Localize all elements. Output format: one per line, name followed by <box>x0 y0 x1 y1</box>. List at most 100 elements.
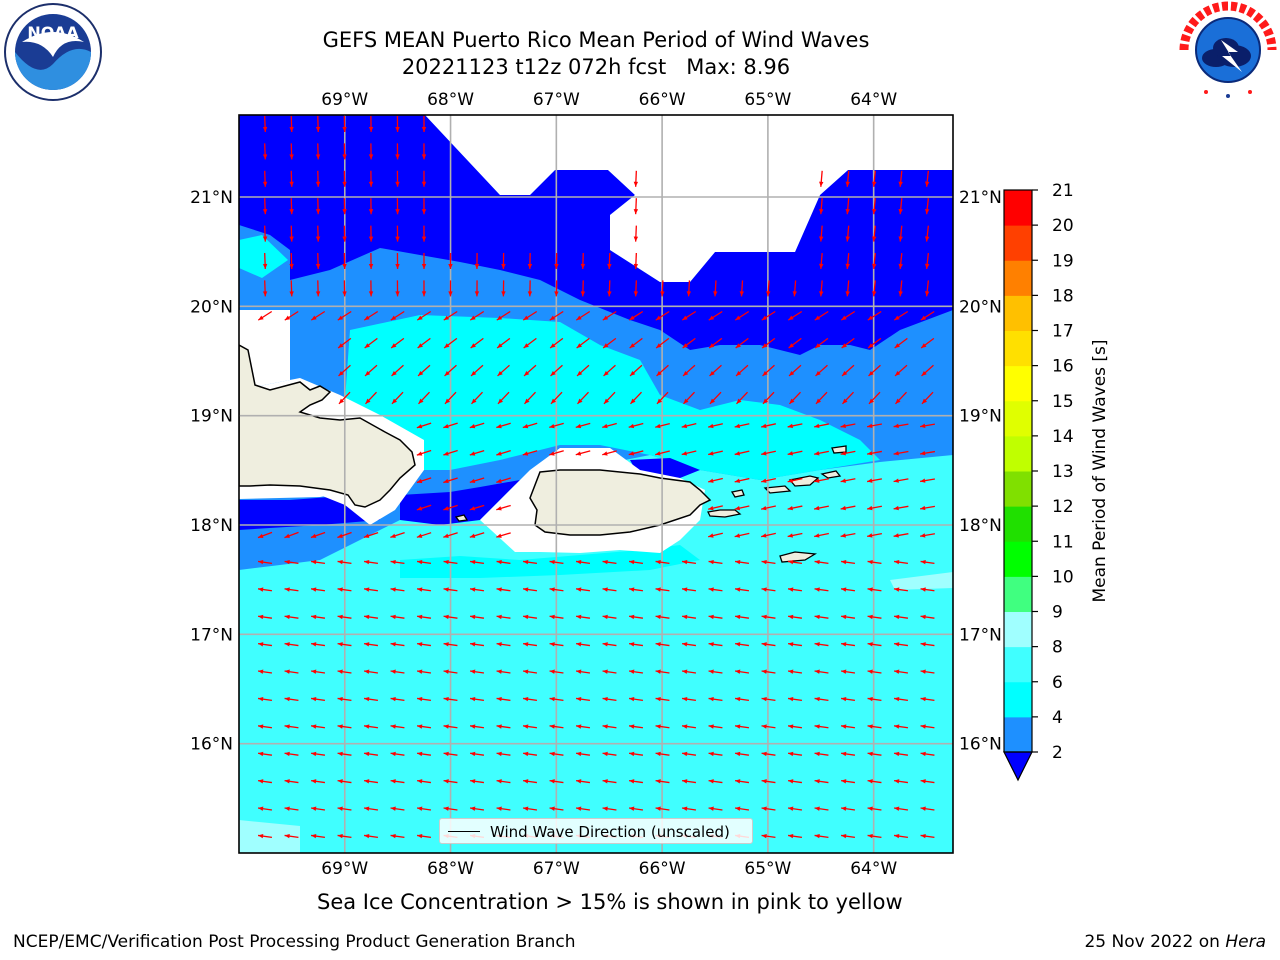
wind-wave-arrow <box>814 478 829 483</box>
wind-wave-arrow <box>416 449 432 456</box>
wind-wave-arrow <box>469 559 485 565</box>
wind-wave-arrow <box>894 337 908 349</box>
wind-wave-arrow <box>262 170 268 187</box>
colorbar-segment <box>1004 190 1032 226</box>
wind-wave-arrow <box>310 724 326 729</box>
wind-wave-arrow <box>469 724 485 729</box>
lat-label-right: 17°N <box>959 625 1002 645</box>
wind-wave-arrow <box>262 143 268 160</box>
wind-wave-arrow <box>814 505 829 511</box>
wind-wave-arrow <box>522 642 538 647</box>
wind-wave-arrow <box>257 806 273 811</box>
nws-logo-icon <box>1179 1 1277 98</box>
wind-wave-arrow <box>337 751 352 757</box>
lon-label-bottom: 66°W <box>639 859 686 879</box>
wind-wave-arrow <box>257 531 273 539</box>
wind-wave-arrow <box>893 450 909 456</box>
wind-wave-arrow <box>469 696 485 702</box>
wind-wave-arrow <box>840 587 856 592</box>
wind-wave-arrow <box>549 779 564 784</box>
wind-wave-arrow <box>655 614 670 620</box>
wind-wave-arrow <box>363 751 379 757</box>
colorbar-segment <box>1004 295 1032 331</box>
wind-wave-arrow <box>575 587 591 592</box>
wind-wave-arrow <box>575 806 591 811</box>
legend-line-swatch <box>448 831 480 832</box>
wind-wave-arrow <box>337 833 352 839</box>
wind-wave-arrow <box>443 751 458 757</box>
wind-wave-arrow <box>815 391 828 405</box>
wind-wave-arrow <box>761 450 776 456</box>
wind-wave-arrow <box>814 779 829 784</box>
map-area <box>239 115 953 853</box>
wind-wave-arrow <box>443 532 458 538</box>
wind-wave-arrow <box>310 806 326 811</box>
wind-wave-arrow <box>787 751 803 757</box>
wind-wave-arrow <box>709 364 722 377</box>
colorbar-tick-label: 13 <box>1052 462 1074 482</box>
wind-wave-arrow <box>761 532 776 538</box>
wind-wave-arrow <box>920 614 935 620</box>
colorbar-tick-label: 2 <box>1052 743 1063 763</box>
wind-wave-arrow <box>814 724 829 729</box>
colorbar-tick-label: 16 <box>1052 357 1074 377</box>
wind-wave-arrow <box>840 614 856 620</box>
wind-wave-arrow <box>761 696 776 702</box>
wind-wave-arrow <box>474 280 480 297</box>
wind-wave-arrow <box>576 337 590 349</box>
colorbar-segment <box>1004 260 1032 296</box>
colorbar-segment <box>1004 365 1032 402</box>
wind-wave-arrow <box>919 423 936 428</box>
wind-wave-arrow <box>391 391 404 405</box>
wind-wave-arrow <box>496 751 511 757</box>
wind-wave-arrow <box>761 477 776 483</box>
land-mona <box>454 514 469 522</box>
wind-wave-arrow <box>814 450 829 456</box>
wind-wave-arrow <box>867 587 882 592</box>
wind-wave-arrow <box>522 779 538 784</box>
wind-wave-arrow <box>739 280 744 297</box>
wind-wave-arrow <box>814 806 829 811</box>
wind-wave-arrow <box>310 310 326 321</box>
colorbar-segment <box>1004 576 1032 612</box>
wind-wave-arrow <box>840 310 856 321</box>
wind-wave-arrow <box>766 280 771 297</box>
wind-wave-arrow <box>787 587 803 592</box>
wind-wave-arrow <box>787 806 803 811</box>
wind-wave-arrow <box>787 450 803 456</box>
wind-wave-arrow <box>602 669 617 674</box>
wind-wave-arrow <box>867 779 882 784</box>
wind-wave-arrow <box>443 449 458 456</box>
wind-wave-arrow <box>656 391 669 405</box>
wind-wave-arrow <box>628 724 644 729</box>
wind-wave-arrow <box>845 280 850 297</box>
wind-wave-arrow <box>522 614 538 620</box>
wind-wave-arrow <box>872 170 877 187</box>
wind-wave-arrow <box>284 696 299 702</box>
wind-wave-arrow <box>734 310 750 321</box>
wind-wave-arrow <box>872 225 877 242</box>
wind-wave-arrow <box>523 337 537 349</box>
wind-wave-arrow <box>496 310 511 321</box>
wind-wave-arrow <box>363 587 379 592</box>
wind-wave-arrow <box>575 310 591 321</box>
wind-wave-arrow <box>919 478 936 483</box>
noaa-logo-icon: NOAA <box>4 3 102 101</box>
wind-wave-arrows <box>257 115 936 839</box>
wind-wave-arrow <box>734 696 750 702</box>
wind-wave-arrow <box>819 198 824 215</box>
wind-wave-arrow <box>628 614 644 620</box>
wind-wave-arrow <box>522 422 538 429</box>
wind-wave-arrow <box>840 696 856 702</box>
wind-wave-arrow <box>787 532 803 538</box>
undefined-area-east-strip <box>890 572 953 590</box>
colorbar-segment <box>1004 716 1032 753</box>
wind-wave-arrow <box>390 559 405 565</box>
wind-wave-arrow <box>338 391 351 405</box>
wind-wave-arrow <box>284 779 299 784</box>
lon-label-bottom: 64°W <box>850 859 897 879</box>
colorbar-label: Mean Period of Wind Waves [s] <box>1090 339 1110 602</box>
wind-wave-arrow <box>469 587 485 592</box>
wind-wave-arrow <box>708 477 723 483</box>
